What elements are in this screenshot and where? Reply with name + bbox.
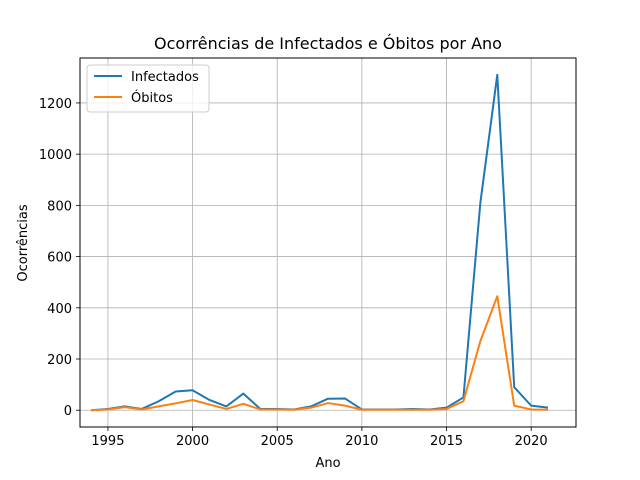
x-axis-title: Ano xyxy=(315,456,340,471)
y-tick-label: 1200 xyxy=(39,97,72,112)
x-tick-label: 2015 xyxy=(430,434,463,449)
y-tick-label: 0 xyxy=(64,404,72,419)
series-lines xyxy=(90,73,549,412)
y-tick-label: 400 xyxy=(47,302,72,317)
series-line-infectados xyxy=(90,73,549,412)
legend-label-obitos: Óbitos xyxy=(131,90,173,106)
x-tick-label: 2005 xyxy=(261,434,294,449)
x-tick-label: 2020 xyxy=(515,434,548,449)
legend: Infectados Óbitos xyxy=(86,64,210,113)
x-tick-label: 2000 xyxy=(176,434,209,449)
y-tick-label: 800 xyxy=(47,199,72,214)
x-tick-label: 2010 xyxy=(345,434,378,449)
legend-label-infectados: Infectados xyxy=(131,70,199,85)
y-axis-ticks: 0 200 400 600 800 1000 1200 xyxy=(39,97,80,419)
y-tick-label: 1000 xyxy=(39,148,72,163)
plot-frame xyxy=(79,57,577,428)
grid xyxy=(80,58,576,427)
x-axis-ticks: 1995 2000 2005 2010 2015 2020 xyxy=(91,427,548,449)
y-tick-label: 600 xyxy=(47,251,72,266)
y-axis-title: Ocorrências xyxy=(16,204,31,281)
chart-title: Ocorrências de Infectados e Óbitos por A… xyxy=(154,34,502,53)
y-tick-label: 200 xyxy=(47,353,72,368)
series-line-obitos xyxy=(90,295,549,412)
x-tick-label: 1995 xyxy=(91,434,124,449)
